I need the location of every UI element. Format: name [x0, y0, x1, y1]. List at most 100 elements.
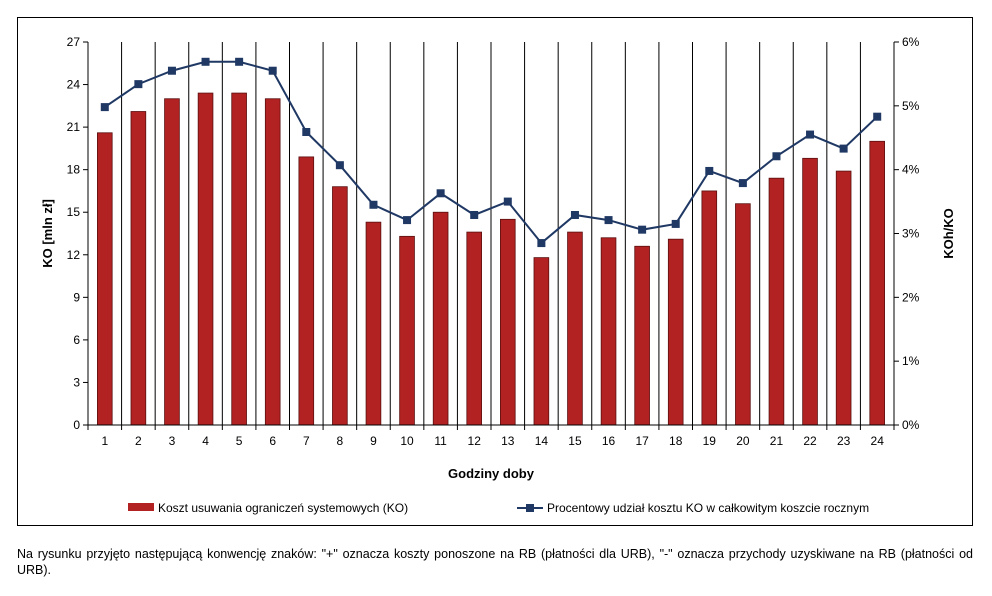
bar [667, 238, 684, 426]
x-tick-label: 18 [669, 434, 683, 448]
legend-marker-line [526, 504, 534, 512]
y-tick-label-left: 27 [67, 35, 81, 49]
bar [399, 235, 415, 426]
line-point [537, 239, 546, 248]
series-line [104, 60, 878, 245]
line-point [638, 225, 647, 234]
grid-lines [121, 42, 861, 425]
bar [164, 98, 180, 426]
x-tick-label: 8 [337, 434, 344, 448]
x-tick-label: 22 [803, 434, 817, 448]
legend-swatch-bar [128, 503, 154, 511]
y-tick-label-left: 15 [67, 205, 81, 219]
line-series [100, 57, 882, 248]
bar [130, 111, 147, 426]
bar [500, 218, 516, 426]
x-tick-label: 14 [535, 434, 549, 448]
line-point [705, 166, 714, 175]
bar [197, 92, 214, 426]
footnote: Na rysunku przyjęto następującą konwencj… [17, 547, 973, 577]
line-point [201, 57, 210, 66]
bar [600, 237, 617, 426]
bar [567, 231, 583, 426]
y-tick-label-right: 2% [902, 290, 920, 304]
line-point [167, 66, 176, 75]
line-point [235, 57, 244, 66]
x-tick-label: 15 [568, 434, 582, 448]
x-tick-label: 12 [468, 434, 482, 448]
line-point [470, 210, 479, 219]
bar [835, 170, 852, 426]
x-tick-label: 2 [135, 434, 142, 448]
y-tick-label-left: 0 [73, 418, 80, 432]
x-tick-label: 3 [169, 434, 176, 448]
bar [768, 177, 785, 426]
legend: Koszt usuwania ograniczeń systemowych (K… [128, 501, 869, 515]
bar [264, 98, 281, 426]
bar [701, 190, 718, 426]
line-point [268, 66, 277, 75]
y-tick-label-left: 24 [67, 78, 81, 92]
x-tick-label: 11 [434, 434, 447, 448]
bar [365, 221, 382, 426]
y-tick-label-right: 6% [902, 35, 920, 49]
y-tick-label-right: 0% [902, 418, 920, 432]
chart-frame: 0 3 6 9 12 15 18 21 24 27 0% 1% 2% 3% 4% 5% 6% 1 2 3 4 5 6 7 8 9 1… [17, 17, 973, 526]
line-point [839, 144, 848, 153]
bar [735, 203, 751, 426]
x-tick-label: 9 [370, 434, 377, 448]
line-point [335, 161, 344, 170]
bar-series [97, 92, 885, 426]
y-tick-label-right: 3% [902, 227, 920, 241]
x-tick-label: 24 [871, 434, 885, 448]
bar [869, 140, 885, 426]
line-point [100, 103, 109, 112]
line-point [302, 128, 311, 137]
x-tick-label: 5 [236, 434, 243, 448]
line-point [671, 219, 680, 228]
axes [83, 41, 899, 430]
x-tick-label: 23 [837, 434, 851, 448]
x-tick-label: 4 [202, 434, 209, 448]
line-point [570, 210, 579, 219]
bar [802, 157, 818, 426]
bar [466, 231, 482, 426]
bar [634, 245, 650, 426]
x-tick-label: 19 [703, 434, 717, 448]
x-tick-label: 10 [400, 434, 414, 448]
legend-label-bar: Koszt usuwania ograniczeń systemowych (K… [158, 501, 408, 515]
bar [332, 186, 348, 426]
bar [97, 132, 113, 426]
y-tick-label-left: 18 [67, 163, 81, 177]
x-tick-label: 20 [736, 434, 750, 448]
x-tick-label: 7 [303, 434, 310, 448]
line-point [134, 80, 143, 89]
y-tick-label-left: 21 [67, 120, 81, 134]
line-point [738, 179, 747, 188]
bar [432, 211, 449, 426]
y-tick-label-left: 9 [73, 290, 80, 304]
x-tick-label: 17 [635, 434, 649, 448]
legend-label-line: Procentowy udział kosztu KO w całkowitym… [547, 501, 869, 515]
bar [298, 156, 315, 426]
y-tick-label-right: 1% [902, 354, 920, 368]
y-axis-title-right: KOh/KO [941, 208, 956, 259]
x-tick-label: 13 [501, 434, 515, 448]
y-tick-label-left: 3 [73, 375, 80, 389]
y-tick-label-right: 4% [902, 163, 920, 177]
line-point [604, 216, 613, 225]
line-point [403, 216, 412, 225]
line-point [369, 200, 378, 209]
x-tick-label: 21 [770, 434, 784, 448]
x-tick-label: 1 [101, 434, 108, 448]
y-axis-title-left: KO [mln zł] [40, 199, 55, 268]
line-point [503, 197, 512, 206]
bar [533, 257, 550, 426]
y-tick-label-left: 6 [73, 333, 80, 347]
line-point [772, 152, 781, 161]
line-point [806, 130, 815, 139]
x-tick-label: 6 [269, 434, 276, 448]
y-tick-label-right: 5% [902, 99, 920, 113]
